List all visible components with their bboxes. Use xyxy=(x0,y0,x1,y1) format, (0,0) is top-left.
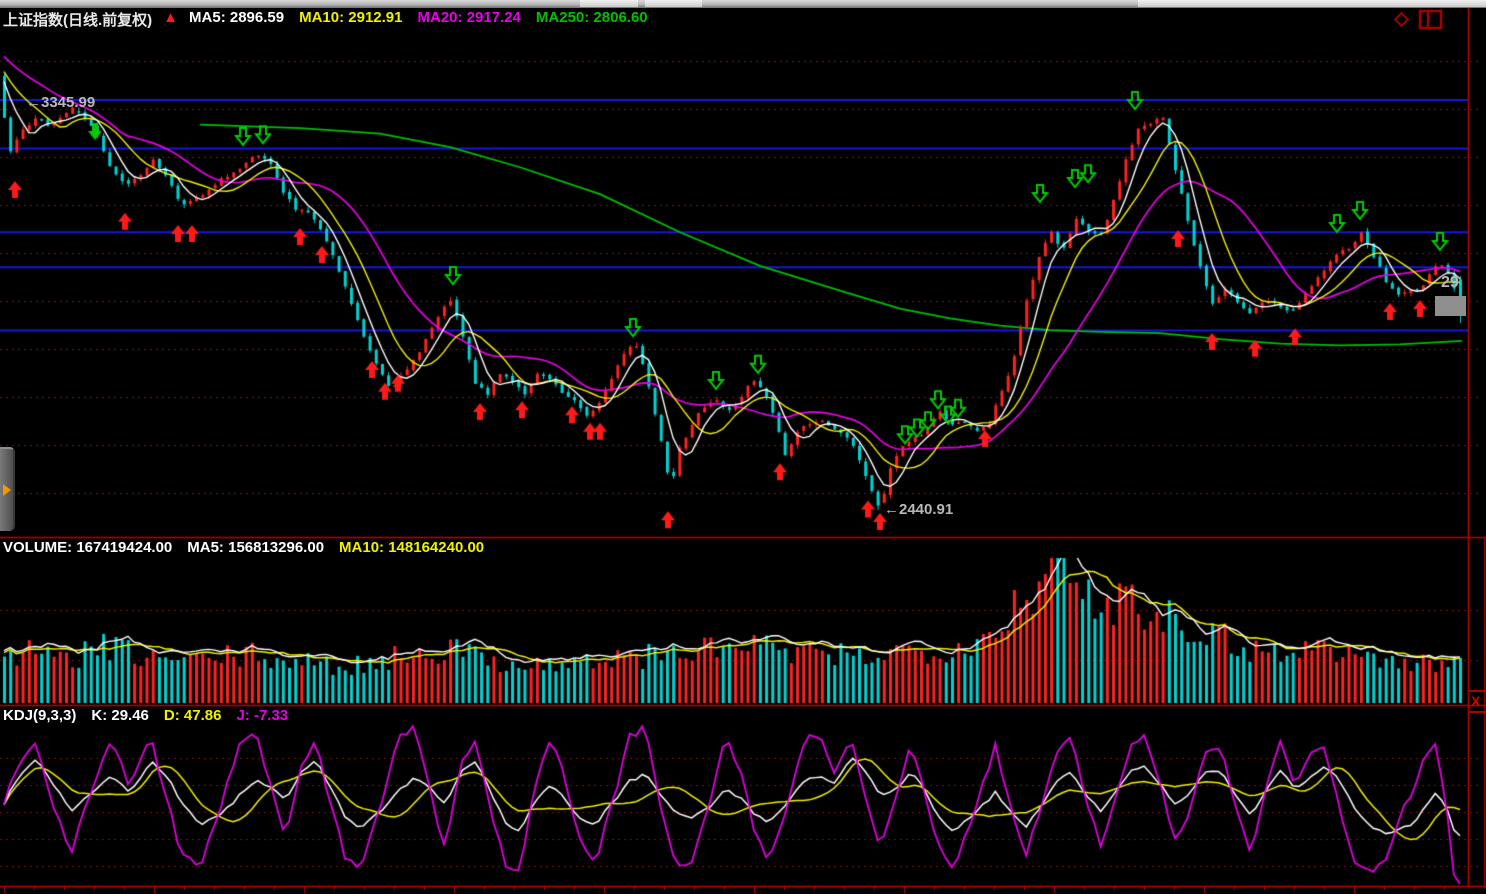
sidebar-expand-handle[interactable] xyxy=(0,447,15,531)
buy-signal-icon: ▲ xyxy=(163,9,179,26)
pane-close-button[interactable]: X xyxy=(1469,690,1486,713)
main-chart-header: 上证指数(日线.前复权) ▲ MA5: 2896.59 MA10: 2912.9… xyxy=(3,9,648,30)
kdj-header: KDJ(9,3,3) K: 29.46 D: 47.86 J: -7.33 xyxy=(3,707,288,724)
ma20-value: MA20: 2917.24 xyxy=(417,9,521,26)
volume-value: VOLUME: 167419424.00 xyxy=(3,539,173,556)
diamond-tool-icon[interactable] xyxy=(1392,10,1411,34)
last-price-tag xyxy=(1435,296,1466,316)
partial-price-label: 29 xyxy=(1441,274,1459,291)
low-price-label: ←2440.91 xyxy=(884,501,954,518)
volume-ma10-value: MA10: 148164240.00 xyxy=(339,539,485,556)
chart-toolbar xyxy=(1392,9,1443,35)
ma10-value: MA10: 2912.91 xyxy=(299,9,403,26)
split-window-icon[interactable] xyxy=(1418,9,1443,35)
chrome-segment xyxy=(580,0,638,7)
ma250-value: MA250: 2806.60 xyxy=(535,9,648,26)
kdj-k-value: K: 29.46 xyxy=(91,707,149,724)
chrome-segment xyxy=(645,0,702,7)
kdj-d-value: D: 47.86 xyxy=(163,707,222,724)
high-price-label: ←3345.99 xyxy=(26,94,96,111)
kdj-j-value: J: -7.33 xyxy=(236,707,289,724)
ma5-value: MA5: 2896.59 xyxy=(189,9,285,26)
window-chrome-strip xyxy=(0,0,1486,8)
expand-arrow-icon xyxy=(2,484,11,496)
symbol-title: 上证指数(日线.前复权) xyxy=(3,12,153,29)
chrome-segment xyxy=(1138,0,1486,7)
kdj-name: KDJ(9,3,3) xyxy=(3,707,77,724)
volume-header: VOLUME: 167419424.00 MA5: 156813296.00 M… xyxy=(3,539,484,556)
volume-ma5-value: MA5: 156813296.00 xyxy=(187,539,325,556)
